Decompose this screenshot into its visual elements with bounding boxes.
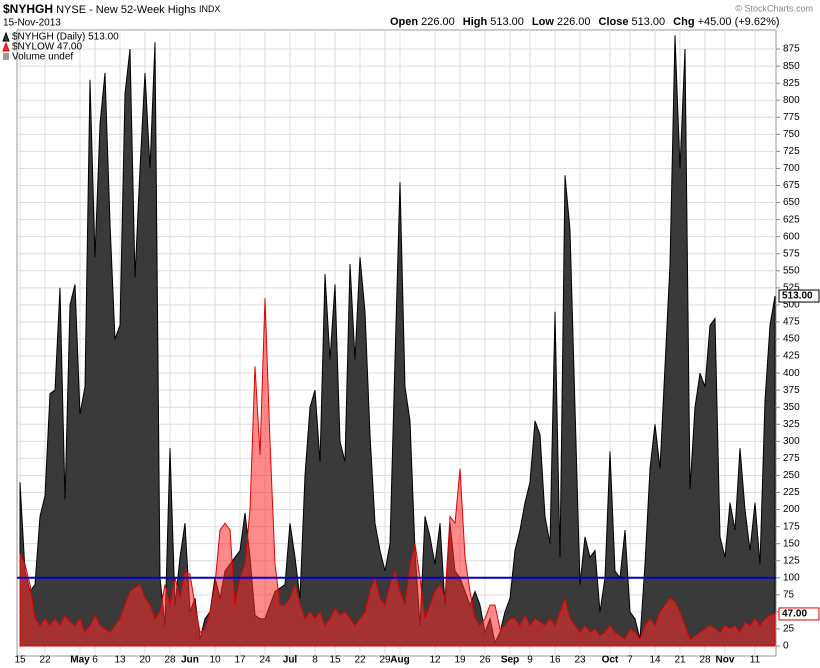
- last-value-label: 47.00: [782, 609, 807, 620]
- y-tick-label: 300: [783, 436, 800, 447]
- y-tick-label: 350: [783, 402, 800, 413]
- quote: Open 226.00 High 513.00 Low 226.00 Close 513.00…: [390, 16, 780, 28]
- y-tick-label: 825: [783, 78, 800, 89]
- y-tick-label: 200: [783, 504, 800, 515]
- credit: © StockCharts.com: [735, 3, 813, 13]
- x-tick-label: 12: [429, 655, 441, 666]
- x-tick-label: Sep: [501, 655, 519, 666]
- y-tick-label: 250: [783, 470, 800, 481]
- y-tick-label: 150: [783, 538, 800, 549]
- y-tick-label: 25: [783, 624, 795, 635]
- legend-swatch: [2, 31, 10, 42]
- x-tick-label: 28: [699, 655, 711, 666]
- y-tick-label: 575: [783, 248, 800, 259]
- quote-value: +45.00 (+9.62%): [698, 16, 780, 28]
- x-tick-label: Jul: [283, 655, 298, 666]
- x-tick-label: 13: [114, 655, 126, 666]
- quote-value: 226.00: [557, 16, 591, 28]
- quote-label: Chg: [673, 16, 694, 28]
- x-tick-label: Jun: [181, 655, 199, 666]
- date: 15-Nov-2013: [3, 18, 61, 29]
- quote-label: Close: [599, 16, 629, 28]
- x-tick-label: 17: [234, 655, 246, 666]
- y-tick-label: 325: [783, 419, 800, 430]
- y-tick-label: 525: [783, 282, 800, 293]
- legend-label: $NYHGH (Daily) 513.00: [12, 32, 119, 43]
- x-tick-label: May: [70, 655, 90, 666]
- x-tick-label: 28: [164, 655, 176, 666]
- y-tick-label: 450: [783, 334, 800, 345]
- y-tick-label: 625: [783, 214, 800, 225]
- y-tick-label: 275: [783, 453, 800, 464]
- area: [19, 35, 776, 647]
- quote-label: Low: [532, 16, 554, 28]
- y-tick-label: 800: [783, 95, 800, 106]
- y-tick-label: 175: [783, 521, 800, 532]
- x-tick-label: 24: [259, 655, 271, 666]
- y-tick-label: 100: [783, 572, 800, 583]
- y-tick-label: 850: [783, 61, 800, 72]
- y-tick-label: 675: [783, 180, 800, 191]
- area: [19, 298, 776, 647]
- legend-label: $NYLOW 47.00: [12, 42, 82, 53]
- y-tick-label: 400: [783, 368, 800, 379]
- x-tick-label: 6: [92, 655, 98, 666]
- x-tick-label: 15: [329, 655, 341, 666]
- y-tick-label: 600: [783, 231, 800, 242]
- x-tick-label: 7: [627, 655, 633, 666]
- x-tick-label: 22: [354, 655, 366, 666]
- y-tick-label: 550: [783, 265, 800, 276]
- last-value-tag: [778, 289, 820, 303]
- x-tick-label: 8: [312, 655, 318, 666]
- x-tick-label: 15: [14, 655, 26, 666]
- y-tick-label: 700: [783, 163, 800, 174]
- symbol: $NYHGH: [3, 2, 53, 16]
- exchange: INDX: [199, 4, 221, 14]
- x-tick-label: 14: [649, 655, 661, 666]
- x-tick-label: Oct: [602, 655, 619, 666]
- last-value-label: 513.00: [782, 291, 813, 302]
- quote-label: High: [463, 16, 488, 28]
- y-tick-label: 75: [783, 589, 795, 600]
- x-tick-label: 19: [454, 655, 466, 666]
- y-tick-label: 500: [783, 300, 800, 311]
- x-tick-label: 16: [549, 655, 561, 666]
- chart-header: $NYHGH NYSE - New 52-Week Highs INDX: [3, 2, 220, 16]
- y-tick-label: 375: [783, 385, 800, 396]
- quote-value: 513.00: [632, 16, 666, 28]
- x-tick-label: 21: [674, 655, 686, 666]
- x-tick-label: 11: [750, 655, 761, 666]
- x-tick-label: Aug: [390, 655, 409, 666]
- legend-swatch: [3, 53, 9, 60]
- y-tick-label: 125: [783, 555, 800, 566]
- quote-label: Open: [390, 16, 418, 28]
- x-tick-label: 20: [139, 655, 151, 666]
- x-tick-label: 23: [574, 655, 586, 666]
- legend-swatch: [2, 41, 10, 52]
- quote-value: 513.00: [490, 16, 524, 28]
- y-tick-label: 750: [783, 129, 800, 140]
- y-tick-label: 225: [783, 487, 800, 498]
- quote-value: 226.00: [421, 16, 455, 28]
- y-tick-label: 725: [783, 146, 800, 157]
- y-tick-label: 425: [783, 351, 800, 362]
- x-tick-label: 22: [39, 655, 51, 666]
- y-tick-label: 875: [783, 44, 800, 55]
- legend-label: Volume undef: [12, 52, 73, 63]
- y-tick-label: 775: [783, 112, 800, 123]
- chart-title: NYSE - New 52-Week Highs: [56, 4, 196, 16]
- x-tick-label: Nov: [716, 655, 735, 666]
- y-tick-label: 0: [783, 641, 789, 652]
- x-tick-label: 29: [379, 655, 391, 666]
- y-tick-label: 650: [783, 197, 800, 208]
- x-tick-label: 9: [527, 655, 533, 666]
- last-value-tag: [778, 607, 820, 621]
- x-tick-label: 10: [209, 655, 221, 666]
- y-tick-label: 475: [783, 317, 800, 328]
- x-tick-label: 26: [479, 655, 491, 666]
